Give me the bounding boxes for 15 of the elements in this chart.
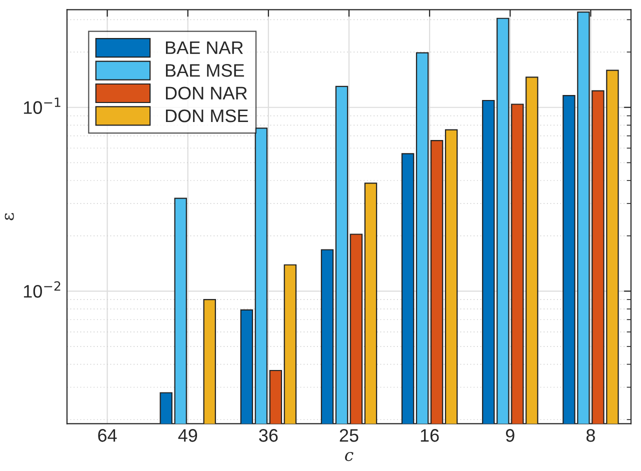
legend-label: BAE MSE [166, 64, 244, 77]
y-axis-title: ε [4, 213, 14, 220]
legend-label: DON MSE [166, 109, 248, 122]
x-tick-label: 16 [420, 429, 439, 442]
x-tick-label: 9 [506, 429, 514, 442]
y-tick-label: 10$^{−2}$ [24, 281, 60, 298]
legend-label: BAE NAR [166, 42, 243, 54]
x-tick-label: 64 [98, 429, 117, 442]
x-tick-label: 8 [586, 429, 595, 442]
x-axis-title: c [345, 452, 354, 462]
x-tick-label: 36 [259, 429, 278, 442]
legend-label: DON NAR [166, 86, 247, 100]
x-tick-label: 25 [340, 429, 358, 442]
x-tick-label: 49 [178, 429, 198, 442]
y-tick-label: 10$^{−1}$ [24, 98, 60, 114]
